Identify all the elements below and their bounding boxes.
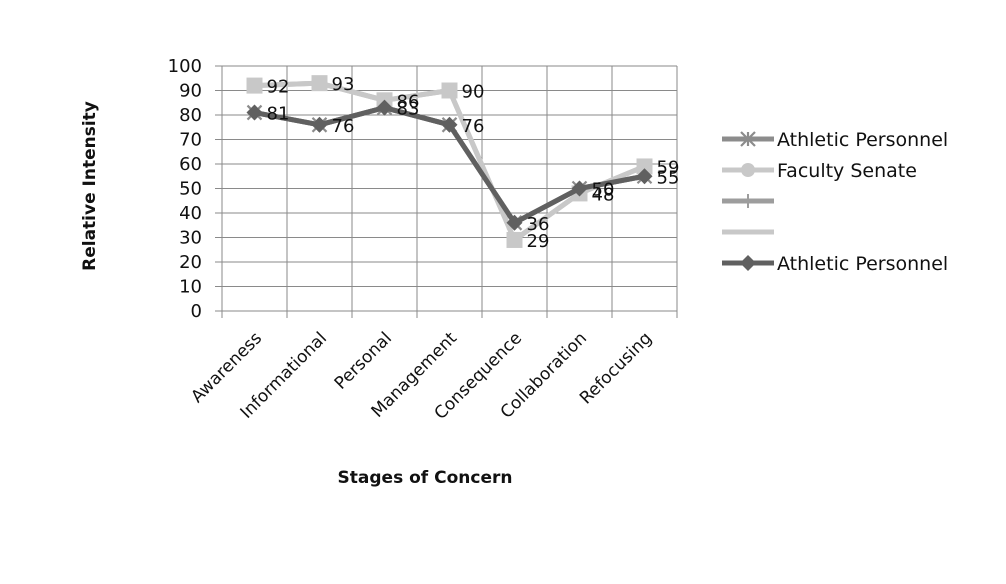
x-tick-label: Personal <box>331 328 396 393</box>
x-axis-title: Stages of Concern <box>338 468 513 488</box>
data-label: 81 <box>267 104 290 125</box>
y-tick-label: 0 <box>191 301 202 322</box>
series <box>246 75 653 248</box>
data-point <box>246 77 263 94</box>
data-point <box>441 116 458 133</box>
y-tick-label: 40 <box>179 203 202 224</box>
legend-label: Athletic Personnel <box>777 253 948 275</box>
data-point <box>506 214 523 231</box>
y-tick-label: 10 <box>179 277 202 298</box>
data-point <box>636 158 653 175</box>
data-label: 29 <box>527 231 550 252</box>
data-point <box>376 99 393 116</box>
data-point <box>571 180 588 197</box>
data-label: 92 <box>267 77 290 98</box>
axes: 0102030405060708090100AwarenessInformati… <box>168 56 678 424</box>
legend-marker <box>740 131 756 147</box>
y-tick-label: 50 <box>179 179 202 200</box>
y-tick-label: 60 <box>179 154 202 175</box>
data-labels: 92 93 86 90 29 48 59 81 76 83 76 36 50 55 <box>267 74 680 252</box>
data-point <box>636 168 653 185</box>
y-tick-label: 90 <box>179 81 202 102</box>
data-point <box>246 104 263 121</box>
data-label: 59 <box>657 157 680 178</box>
data-label: 76 <box>332 116 355 137</box>
legend-marker <box>741 194 755 208</box>
data-label: 86 <box>397 91 420 112</box>
legend-marker <box>741 163 755 177</box>
series-line-3 <box>254 80 646 243</box>
data-point <box>311 75 328 92</box>
data-point <box>441 82 458 99</box>
data-label: 36 <box>527 214 550 235</box>
data-label: 76 <box>462 116 485 137</box>
y-tick-label: 70 <box>179 130 202 151</box>
legend-label: Athletic Personnel <box>777 129 948 151</box>
data-label: 48 <box>592 184 615 205</box>
data-label: 90 <box>462 82 485 103</box>
legend-marker <box>740 255 756 271</box>
y-axis-title: Relative Intensity <box>80 101 100 271</box>
data-label: 83 <box>397 99 420 120</box>
series-line-1 <box>254 80 646 243</box>
grid <box>221 65 678 312</box>
data-point <box>506 231 523 248</box>
y-tick-label: 20 <box>179 252 202 273</box>
y-tick-label: 100 <box>168 56 202 77</box>
data-point <box>311 116 328 133</box>
legend-label: Faculty Senate <box>777 160 917 182</box>
data-label: 50 <box>592 180 615 201</box>
y-tick-label: 80 <box>179 105 202 126</box>
legend: Athletic Personnel Faculty Senate Athletic… <box>722 129 948 275</box>
data-label: 55 <box>657 167 680 188</box>
y-tick-label: 30 <box>179 228 202 249</box>
data-label: 93 <box>332 74 355 95</box>
